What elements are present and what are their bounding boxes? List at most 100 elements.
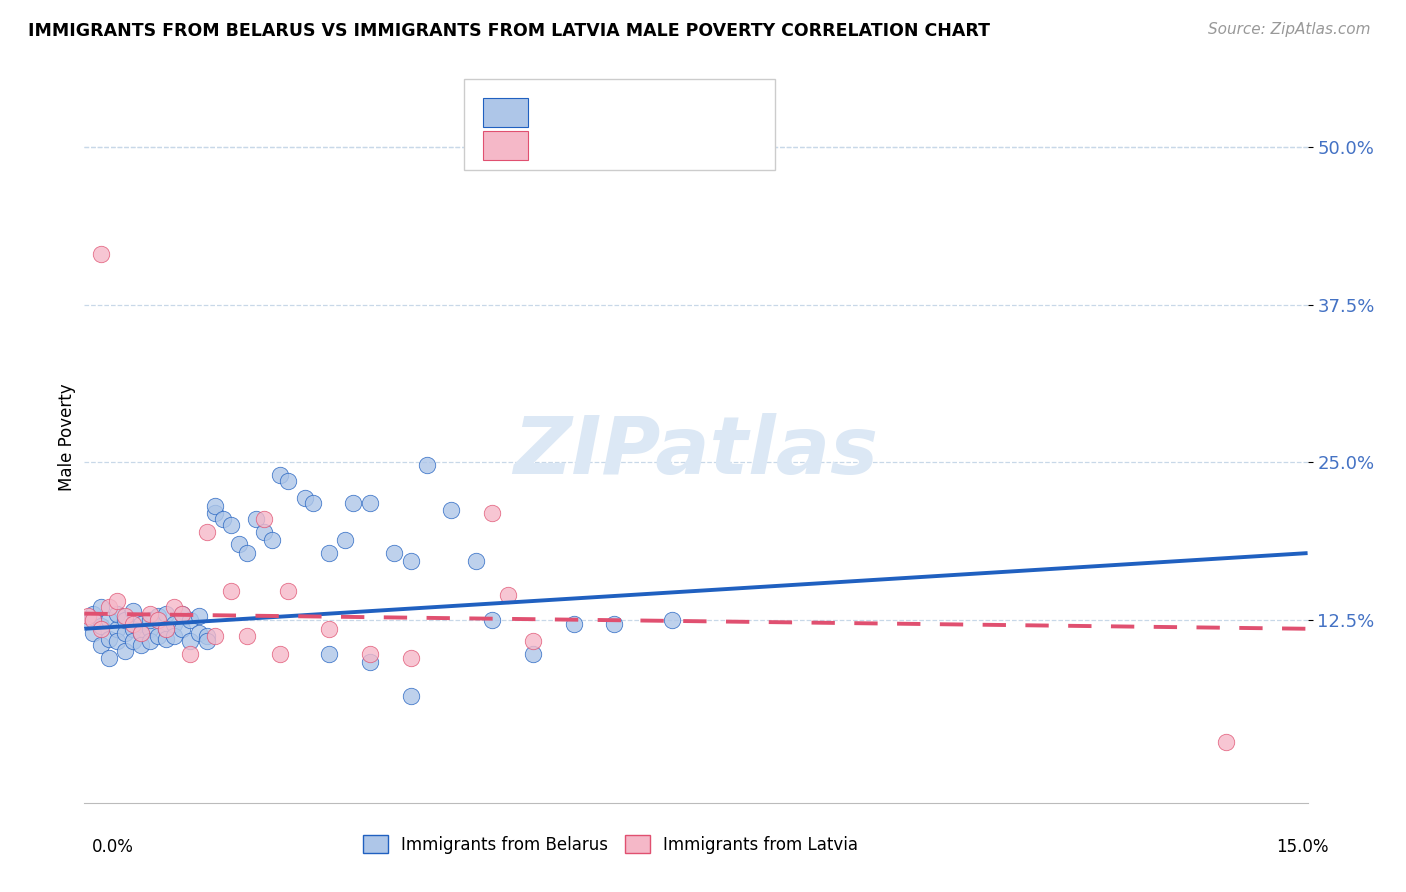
Point bbox=[97, 613, 120, 627]
Point bbox=[219, 583, 242, 598]
Point bbox=[269, 647, 291, 661]
Point bbox=[90, 619, 112, 633]
Point bbox=[481, 506, 503, 520]
Point bbox=[163, 629, 186, 643]
Text: N = 69: N = 69 bbox=[644, 101, 707, 120]
Point bbox=[131, 625, 153, 640]
Point bbox=[122, 634, 145, 648]
Point bbox=[212, 512, 235, 526]
Point bbox=[228, 537, 250, 551]
Point bbox=[318, 622, 340, 636]
Point bbox=[277, 474, 299, 488]
Point bbox=[416, 458, 439, 472]
Point bbox=[82, 625, 104, 640]
Point bbox=[179, 634, 201, 648]
Point bbox=[131, 625, 153, 640]
Point bbox=[498, 588, 520, 602]
Point bbox=[105, 634, 128, 648]
Point bbox=[155, 622, 177, 636]
Point bbox=[562, 616, 585, 631]
Point bbox=[82, 607, 104, 621]
Point bbox=[163, 616, 186, 631]
Point bbox=[131, 616, 153, 631]
Point bbox=[90, 638, 112, 652]
Point bbox=[90, 247, 112, 261]
Point bbox=[179, 613, 201, 627]
Point bbox=[603, 616, 626, 631]
Point bbox=[172, 607, 194, 621]
Point bbox=[138, 607, 160, 621]
Point bbox=[481, 613, 503, 627]
FancyBboxPatch shape bbox=[464, 78, 776, 170]
Point bbox=[359, 647, 381, 661]
Point bbox=[522, 634, 544, 648]
Point bbox=[138, 634, 160, 648]
Point bbox=[114, 613, 136, 627]
Point bbox=[260, 533, 283, 548]
Point bbox=[97, 650, 120, 665]
Point bbox=[138, 622, 160, 636]
Point bbox=[97, 600, 120, 615]
Point bbox=[399, 650, 422, 665]
Point bbox=[138, 613, 160, 627]
Point bbox=[114, 644, 136, 658]
Point bbox=[146, 629, 169, 643]
Text: R = -0.012: R = -0.012 bbox=[541, 136, 637, 153]
Point bbox=[122, 604, 145, 618]
Point bbox=[236, 546, 259, 560]
Point bbox=[219, 518, 242, 533]
Point bbox=[253, 512, 276, 526]
Point bbox=[105, 594, 128, 608]
Point bbox=[359, 496, 381, 510]
Point bbox=[172, 622, 194, 636]
Legend: Immigrants from Belarus, Immigrants from Latvia: Immigrants from Belarus, Immigrants from… bbox=[356, 829, 865, 860]
Point bbox=[342, 496, 364, 510]
Point bbox=[77, 609, 100, 624]
Point bbox=[195, 524, 218, 539]
FancyBboxPatch shape bbox=[484, 98, 529, 127]
Point bbox=[131, 638, 153, 652]
Text: 0.0%: 0.0% bbox=[91, 838, 134, 855]
Point bbox=[155, 632, 177, 646]
Point bbox=[399, 554, 422, 568]
Text: ZIPatlas: ZIPatlas bbox=[513, 413, 879, 491]
Point bbox=[77, 613, 100, 627]
Point bbox=[245, 512, 267, 526]
Point bbox=[187, 625, 209, 640]
Point bbox=[90, 622, 112, 636]
Point bbox=[522, 647, 544, 661]
Point bbox=[155, 622, 177, 636]
Point bbox=[335, 533, 357, 548]
Point bbox=[163, 600, 186, 615]
Point bbox=[114, 625, 136, 640]
Point bbox=[382, 546, 405, 560]
Point bbox=[301, 496, 323, 510]
Point bbox=[187, 609, 209, 624]
Point bbox=[105, 607, 128, 621]
Text: R =  0.074: R = 0.074 bbox=[541, 101, 637, 120]
Point bbox=[294, 491, 316, 505]
Point bbox=[204, 500, 226, 514]
Point bbox=[204, 629, 226, 643]
Point bbox=[114, 609, 136, 624]
Point bbox=[146, 613, 169, 627]
Point bbox=[269, 467, 291, 482]
Point bbox=[146, 609, 169, 624]
Point bbox=[82, 613, 104, 627]
Point bbox=[204, 506, 226, 520]
Point bbox=[105, 622, 128, 636]
Point bbox=[155, 607, 177, 621]
Point bbox=[440, 503, 463, 517]
Y-axis label: Male Poverty: Male Poverty bbox=[58, 384, 76, 491]
Text: IMMIGRANTS FROM BELARUS VS IMMIGRANTS FROM LATVIA MALE POVERTY CORRELATION CHART: IMMIGRANTS FROM BELARUS VS IMMIGRANTS FR… bbox=[28, 22, 990, 40]
Point bbox=[236, 629, 259, 643]
Point bbox=[318, 546, 340, 560]
Text: N = 29: N = 29 bbox=[644, 136, 707, 153]
Point bbox=[253, 524, 276, 539]
Point bbox=[1215, 735, 1237, 749]
Point bbox=[277, 583, 299, 598]
Point bbox=[122, 622, 145, 636]
Point bbox=[97, 632, 120, 646]
Point bbox=[90, 600, 112, 615]
Point bbox=[464, 554, 486, 568]
